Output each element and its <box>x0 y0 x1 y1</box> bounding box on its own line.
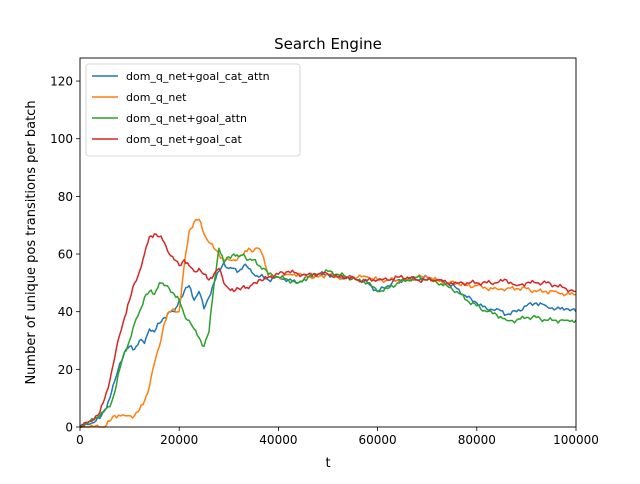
legend-label: dom_q_net+goal_attn <box>126 112 247 125</box>
series-layer <box>79 218 577 428</box>
plot-frame <box>79 57 577 428</box>
x-tick-label: 40000 <box>259 433 297 447</box>
x-tick-label: 20000 <box>160 433 198 447</box>
y-tick-label: 80 <box>58 190 73 204</box>
chart-title: Search Engine <box>274 35 382 53</box>
y-tick-label: 40 <box>58 305 73 319</box>
y-tick-label: 20 <box>58 363 73 377</box>
x-axis-label: t <box>325 456 330 471</box>
series-line-dom-q-net <box>79 218 577 428</box>
legend: dom_q_net+goal_cat_attn dom_q_net dom_q_ne… <box>85 63 301 157</box>
x-tick-label: 0 <box>76 433 84 447</box>
x-axis: 0 20000 40000 60000 80000 100000 <box>76 427 599 447</box>
y-tick-label: 60 <box>58 248 73 262</box>
x-tick-label: 80000 <box>458 433 496 447</box>
legend-label: dom_q_net+goal_cat_attn <box>126 70 270 83</box>
legend-label: dom_q_net <box>126 91 187 104</box>
y-axis-label: Number of unique pos transitions per bat… <box>24 100 39 384</box>
x-tick-label: 100000 <box>553 433 599 447</box>
y-axis: 0 20 40 60 80 100 120 <box>50 75 80 435</box>
series-line-dom-q-net-goal-attn <box>80 247 577 428</box>
legend-label: dom_q_net+goal_cat <box>126 133 242 146</box>
y-tick-label: 0 <box>65 421 73 435</box>
y-tick-label: 120 <box>50 75 73 89</box>
series-line-dom-q-net-goal-cat <box>80 233 577 428</box>
legend-box <box>85 63 301 157</box>
x-tick-label: 60000 <box>359 433 397 447</box>
y-tick-label: 100 <box>50 132 73 146</box>
